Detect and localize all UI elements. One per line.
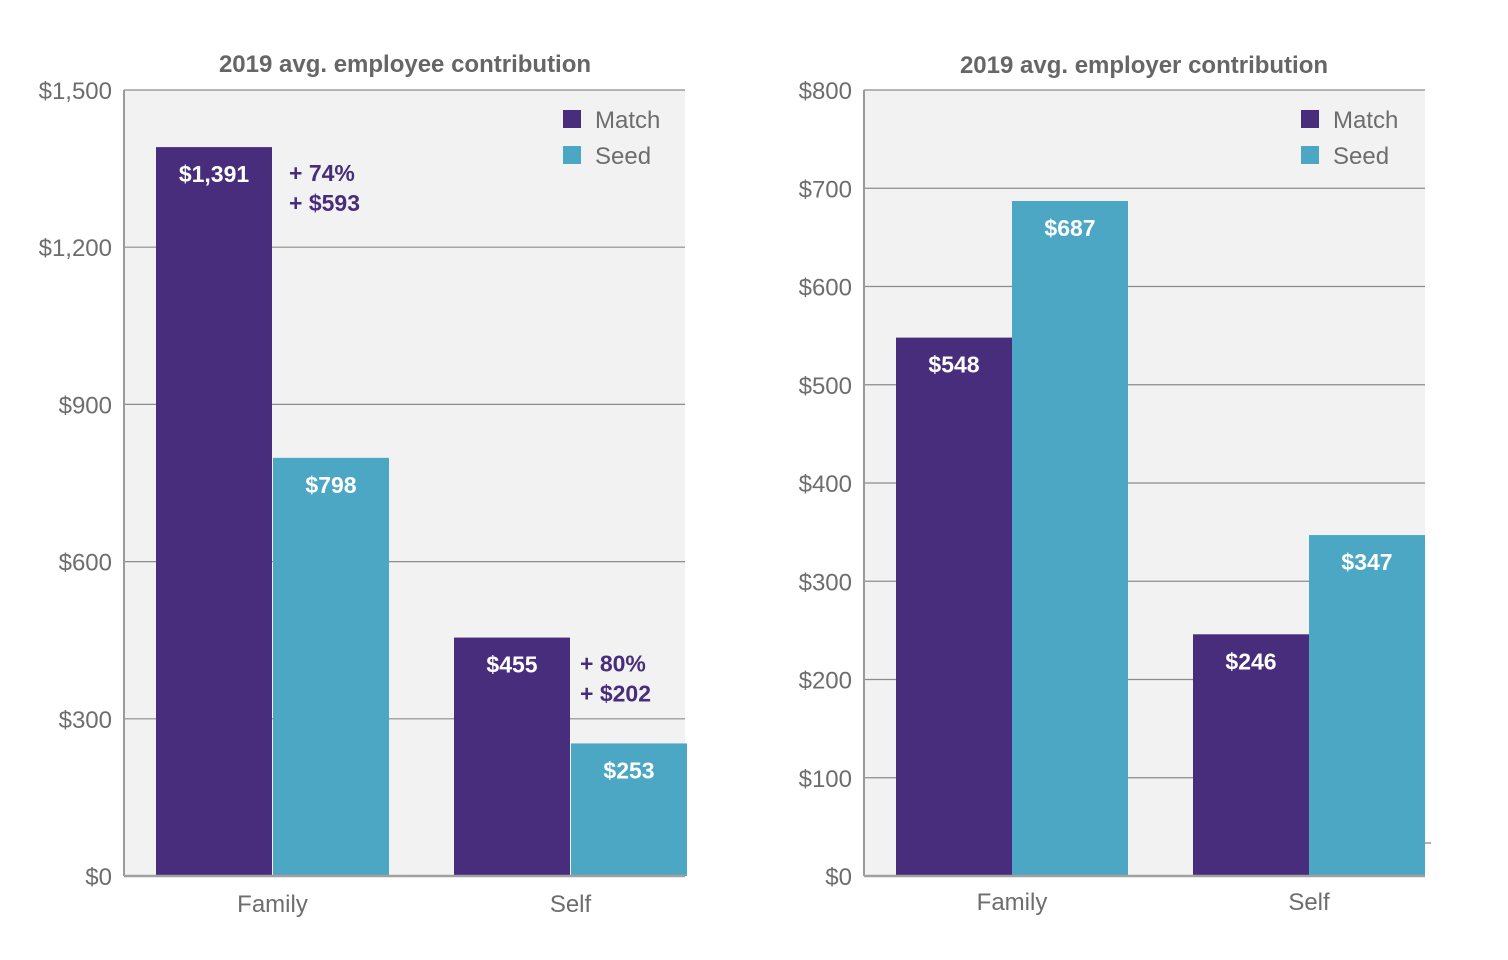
employer-chart-title: 2019 avg. employer contribution: [960, 52, 1328, 79]
employer-chart-y-tick-label: $500: [799, 373, 852, 400]
employee-chart-bar-match-family: [156, 147, 272, 877]
employer-chart-y-tick-label: $300: [799, 569, 852, 596]
employer-chart-legend-label: Seed: [1333, 143, 1389, 170]
employee-chart-legend-swatch-seed: [563, 146, 581, 164]
employee-chart-bar-label: $798: [305, 472, 356, 498]
employee-chart-bar-match-self: [454, 637, 570, 876]
employee-chart-annotation: + 80%: [580, 651, 646, 677]
employee-chart-y-tick-label: $0: [85, 864, 112, 891]
employer-chart-y-tick-label: $700: [799, 176, 852, 203]
employer-chart-y-tick-label: $0: [825, 864, 852, 891]
employee-chart-y-tick-label: $300: [59, 707, 112, 734]
employee-chart-legend-label: Seed: [595, 143, 651, 170]
employee-chart-bar-label: $1,391: [179, 161, 250, 187]
employee-chart-bar-seed-family: [273, 457, 389, 876]
employer-chart-legend-swatch-seed: [1301, 146, 1319, 164]
employee-chart-annotation: + $202: [580, 681, 651, 707]
employee-chart-bar-label: $253: [603, 757, 654, 783]
employer-chart-y-tick-label: $200: [799, 668, 852, 695]
employer-chart-bar-match-family: [896, 337, 1012, 877]
employee-chart-title: 2019 avg. employee contribution: [219, 51, 591, 78]
employer-chart-y-tick-label: $600: [799, 275, 852, 302]
employer-chart-bar-seed-family: [1012, 201, 1128, 876]
employee-chart-x-tick-label: Self: [550, 891, 592, 918]
employee-chart-annotation: + $593: [289, 190, 360, 216]
employer-chart-y-tick-label: $400: [799, 471, 852, 498]
employer-chart-bar-label: $687: [1044, 215, 1095, 241]
employer-chart-x-tick-label: Family: [977, 889, 1048, 916]
employee-chart-legend-label: Match: [595, 107, 660, 134]
employee-chart-y-tick-label: $900: [59, 392, 112, 419]
employer-chart-x-tick-label: Self: [1288, 889, 1330, 916]
employee-chart-annotation: + 74%: [289, 160, 355, 186]
employer-chart-legend-label: Match: [1333, 107, 1398, 134]
employee-chart-y-tick-label: $1,500: [39, 78, 112, 105]
employer-chart-bar-seed-self: [1309, 535, 1425, 876]
employer-chart-legend-swatch-match: [1301, 110, 1319, 128]
employee-chart-x-tick-label: Family: [237, 891, 308, 918]
employer-chart-bar-label: $246: [1225, 648, 1276, 674]
employee-chart-y-tick-label: $1,200: [39, 235, 112, 262]
employer-chart-bar-label: $347: [1341, 549, 1392, 575]
employer-chart-bar-label: $548: [928, 352, 979, 378]
employee-chart-bar-label: $455: [486, 652, 537, 678]
employee-chart-y-tick-label: $600: [59, 550, 112, 577]
employer-chart-y-tick-label: $100: [799, 766, 852, 793]
employee-chart-bar-seed-self: [571, 743, 687, 876]
employee-chart-legend-swatch-match: [563, 110, 581, 128]
employer-chart-y-tick-label: $800: [799, 78, 852, 105]
employer-chart-bar-match-self: [1193, 634, 1309, 876]
